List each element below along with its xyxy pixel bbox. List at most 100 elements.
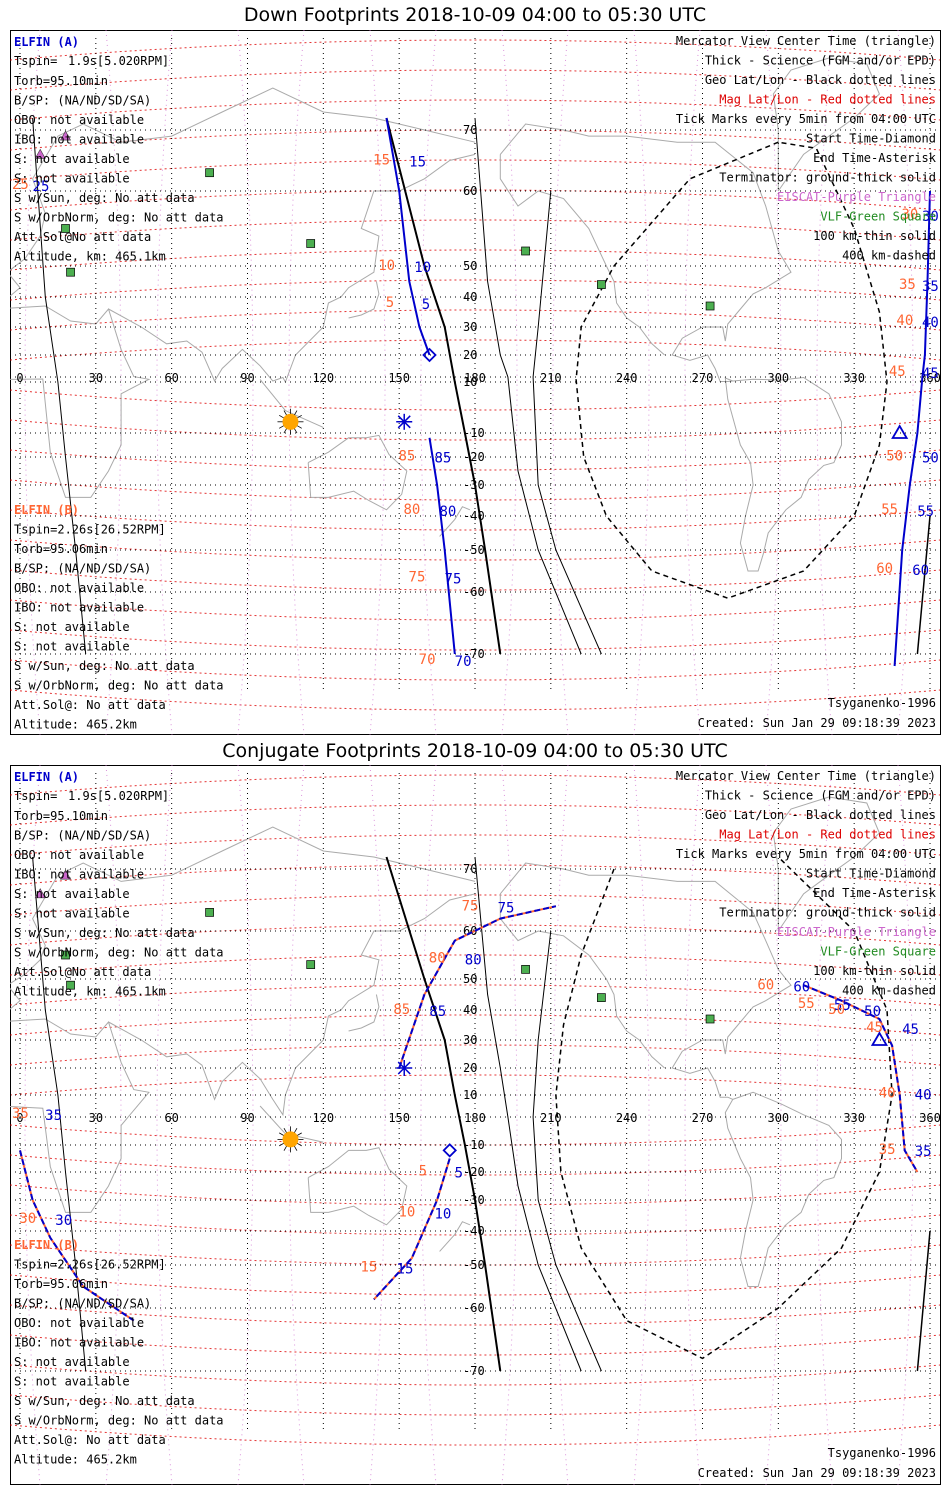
lon-tick-label: 0 xyxy=(16,1111,23,1125)
elfin-a-track xyxy=(428,437,456,655)
created-timestamp: Created: Sun Jan 29 09:18:39 2023 xyxy=(698,716,936,730)
mag-lat-line xyxy=(10,864,941,886)
end-asterisk-icon xyxy=(397,1061,411,1075)
vlf-square-icon xyxy=(61,224,70,233)
legend-entry: Terminator: ground-thick solid xyxy=(719,906,936,920)
mag-lat-line xyxy=(10,834,941,856)
mag-lon-line xyxy=(24,30,41,735)
lon-tick-label: 30 xyxy=(89,1111,103,1125)
coastline xyxy=(348,994,380,1032)
lat-tick-label: 20 xyxy=(463,348,477,362)
elfin-b-info-line: Torb=95.06min xyxy=(14,542,108,556)
mag-lat-line xyxy=(10,389,941,411)
lon-tick-label: 270 xyxy=(692,371,714,385)
elfin-a-tick-label: 45 xyxy=(922,366,939,382)
legend-entry: 100 km-thin solid xyxy=(813,964,936,978)
elfin-b-tick-label: 85 xyxy=(393,1002,410,1018)
elfin-a-tspin-label: Tspin= xyxy=(14,789,57,803)
vlf-square-icon xyxy=(66,267,75,277)
map-panel-conjugate: 0 30 60 90 120 150 180 210 240 270 300 330 360 70 60 50… xyxy=(10,765,941,1485)
vlf-square-icon xyxy=(521,246,530,256)
elfin-a-tick-label: 10 xyxy=(434,1207,451,1223)
mag-lon-line xyxy=(105,30,122,735)
mag-lon-line xyxy=(420,765,437,1485)
elfin-a-tspin-value: 1.9s[5.020RPM] xyxy=(68,789,169,803)
lon-tick-label: 120 xyxy=(312,1111,334,1125)
legend-entry: Mercator View Center Time (triangle) xyxy=(676,34,936,48)
lon-tick-label: 210 xyxy=(540,1111,562,1125)
lat-tick-label: 60 xyxy=(463,184,477,198)
elfin-b-tick-label: 30 xyxy=(19,1211,36,1227)
mag-lon-line xyxy=(765,765,782,1485)
mag-lon-line xyxy=(288,30,305,735)
coastline xyxy=(499,154,665,356)
elfin-a-info-line: Altitude, km: 465.1km xyxy=(14,250,166,264)
mag-lat-line xyxy=(10,1364,941,1386)
elfin-a-tick-label: 60 xyxy=(793,979,810,995)
mag-lat-line xyxy=(10,219,941,241)
lon-tick-label: 240 xyxy=(616,1111,638,1125)
lat-tick-label: 30 xyxy=(463,320,477,334)
elfin-b-tick-label: 60 xyxy=(876,561,893,577)
vlf-square-icon xyxy=(597,280,606,289)
elfin-a-info-line: OBO: not available xyxy=(14,848,144,862)
legend-entry: End Time-Asterisk xyxy=(813,151,937,165)
mag-lon-line xyxy=(684,30,701,735)
mag-lat-line xyxy=(10,1154,941,1176)
lon-tick-label: 60 xyxy=(164,1111,178,1125)
lon-tick-label: 120 xyxy=(312,371,334,385)
panel-title-conjugate: Conjugate Footprints 2018-10-09 04:00 to… xyxy=(222,740,728,762)
elfin-a-info-line: Att.Sol@No att data xyxy=(14,230,151,244)
elfin-b-tick-label: 45 xyxy=(889,364,906,380)
elfin-a-info-line: S: not available xyxy=(14,887,130,901)
lon-tick-label: 30 xyxy=(89,371,103,385)
elfin-b-tick-label: 30 xyxy=(901,207,918,223)
mag-lat-line xyxy=(10,1074,941,1096)
mag-lat-line xyxy=(10,629,941,651)
elfin-a-heading: ELFIN (A) xyxy=(14,770,79,784)
elfin-b-info-line: S w/OrbNorm, deg: No att data xyxy=(14,1414,224,1428)
elfin-b-tick-label: 35 xyxy=(879,1142,896,1158)
elfin-b-tick-label: 25 xyxy=(12,177,29,193)
elfin-a-tick-label: 40 xyxy=(922,315,939,331)
elfin-b-info-line: S w/Sun, deg: No att data xyxy=(14,1394,195,1408)
elfin-a-tick-label: 30 xyxy=(922,209,939,225)
elfin-a-info-line: S: not available xyxy=(14,152,130,166)
coastline xyxy=(259,1105,324,1143)
lat-tick-label: 10 xyxy=(463,1088,477,1102)
coastline xyxy=(772,57,880,192)
eiscat-triangle-icon xyxy=(59,869,72,880)
legend-entry: Geo Lat/Lon - Black dotted lines xyxy=(705,808,936,822)
mag-lat-line xyxy=(10,1424,941,1446)
coastline xyxy=(499,862,842,1287)
lon-tick-label: 150 xyxy=(388,371,410,385)
elfin-a-info-line: S w/Sun, deg: No att data xyxy=(14,926,195,940)
legend-entry: End Time-Asterisk xyxy=(813,886,937,900)
terminator-line xyxy=(474,117,582,655)
elfin-a-track xyxy=(385,117,431,356)
mag-lat-line xyxy=(10,1334,941,1356)
elfin-b-tick-label: 45 xyxy=(866,1020,883,1036)
mag-lon-line xyxy=(501,30,518,735)
eiscat-triangle-icon xyxy=(59,130,72,141)
legend-entry: Terminator: ground-thick solid xyxy=(719,171,936,185)
end-asterisk-icon xyxy=(397,415,411,429)
center-triangle-icon xyxy=(870,1031,889,1046)
terminator-line xyxy=(474,856,582,1372)
elfin-a-track xyxy=(19,1150,135,1322)
mag-lon-line xyxy=(684,765,701,1485)
lat-tick-label: 70 xyxy=(463,862,477,876)
elfin-a-tick-label: 35 xyxy=(922,279,939,295)
mag-lat-line xyxy=(10,509,941,531)
elfin-b-tick-label: 85 xyxy=(398,449,415,465)
elfin-a-tick-label: 30 xyxy=(55,1213,72,1229)
elfin-b-heading: ELFIN (B) xyxy=(14,1238,79,1252)
legend-entry: Thick - Science (FGM and/or EPD) xyxy=(705,54,936,68)
start-diamond-icon xyxy=(442,1143,457,1158)
elfin-a-info-line: Att.Sol@No att data xyxy=(14,965,151,979)
elfin-a-info-line: S w/OrbNorm, deg: No att data xyxy=(14,946,224,960)
elfin-b-tick-label: 5 xyxy=(419,1164,427,1180)
elfin-b-tick-label: 40 xyxy=(896,313,913,329)
mag-lon-line xyxy=(633,765,650,1485)
mag-lon-line xyxy=(24,765,41,1485)
